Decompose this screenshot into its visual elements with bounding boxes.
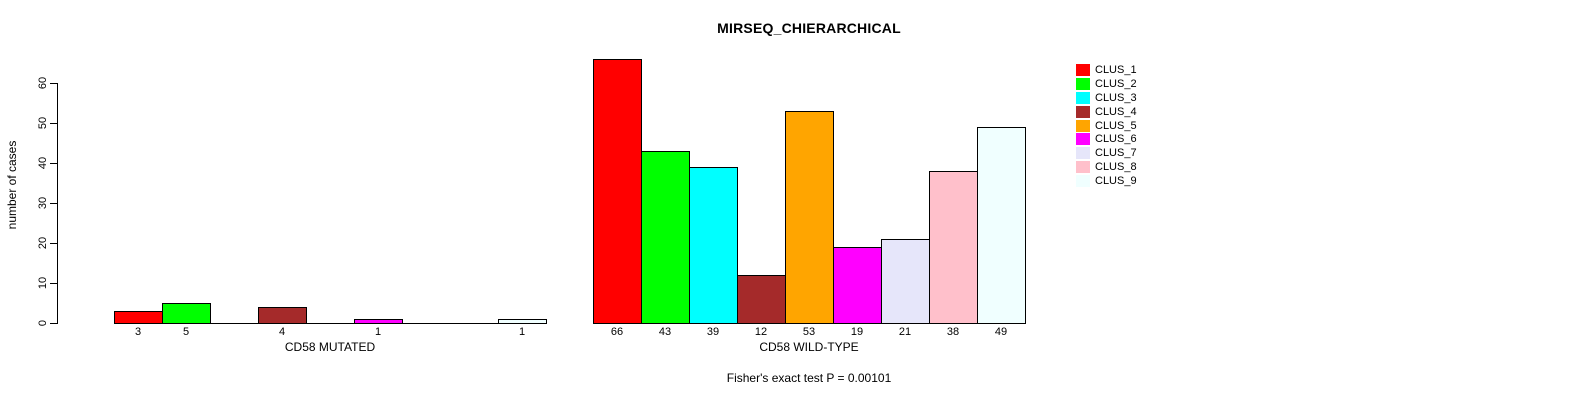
legend-item: CLUS_9 [1076,174,1137,188]
legend-item: CLUS_6 [1076,132,1137,146]
legend-item: CLUS_7 [1076,146,1137,160]
y-tick-label: 60 [37,76,49,90]
bar-value-label: 39 [706,326,720,338]
chart-title: MIRSEQ_CHIERARCHICAL [717,20,901,36]
legend-item: CLUS_8 [1076,160,1137,174]
y-tick-mark [50,163,57,164]
y-tick-mark [50,243,57,244]
legend-label: CLUS_9 [1095,175,1137,188]
y-axis-label: number of cases [5,140,19,230]
bar-clus_9 [498,319,547,324]
bar-value-label: 43 [658,326,672,338]
y-tick-mark [50,203,57,204]
bar-value-label: 19 [850,326,864,338]
bar-value-label: 4 [278,326,286,338]
legend-label: CLUS_7 [1095,147,1137,160]
legend-item: CLUS_1 [1076,63,1137,77]
fisher-test-annotation: Fisher's exact test P = 0.00101 [726,371,892,385]
bar-value-label: 49 [994,326,1008,338]
bar-clus_2 [162,303,211,324]
bar-clus_1 [593,59,642,324]
legend-label: CLUS_1 [1095,63,1137,76]
bar-value-label: 3 [134,326,142,338]
legend-swatch [1076,175,1090,188]
legend-label: CLUS_8 [1095,161,1137,174]
legend-swatch [1076,91,1090,104]
bar-value-label: 53 [802,326,816,338]
bar-clus_2 [641,151,690,324]
y-tick-mark [50,323,57,324]
legend-label: CLUS_6 [1095,133,1137,146]
legend: CLUS_1 CLUS_2 CLUS_3 CLUS_4 CLUS_5 CLUS_6 CLUS… [1076,63,1137,188]
legend-item: CLUS_2 [1076,77,1137,91]
legend-swatch [1076,119,1090,132]
bar-value-label: 1 [518,326,526,338]
bar-clus_5 [785,111,834,324]
bar-value-label: 5 [182,326,190,338]
legend-swatch [1076,161,1090,174]
group-axis-label: CD58 WILD-TYPE [759,340,859,354]
y-tick-label: 40 [37,156,49,170]
bar-clus_6 [354,319,403,324]
bar-clus_7 [881,239,930,324]
legend-swatch [1076,147,1090,160]
legend-item: CLUS_3 [1076,91,1137,105]
legend-swatch [1076,77,1090,90]
legend-label: CLUS_3 [1095,91,1137,104]
y-tick-label: 20 [37,236,49,250]
legend-label: CLUS_5 [1095,119,1137,132]
legend-swatch [1076,133,1090,146]
legend-swatch [1076,63,1090,76]
y-tick-label: 30 [37,196,49,210]
bar-clus_4 [737,275,786,324]
bar-clus_9 [977,127,1026,324]
bar-clus_3 [689,167,738,324]
x-axis-baseline [114,323,547,324]
y-tick-label: 10 [37,276,49,290]
bar-value-label: 12 [754,326,768,338]
legend-label: CLUS_4 [1095,105,1137,118]
y-tick-label: 0 [37,319,49,327]
y-tick-label: 50 [37,116,49,130]
bar-clus_8 [929,171,978,324]
bar-clus_6 [833,247,882,324]
y-axis-line [57,83,58,324]
bar-value-label: 21 [898,326,912,338]
y-tick-mark [50,283,57,284]
group-axis-label: CD58 MUTATED [284,340,376,354]
legend-item: CLUS_4 [1076,105,1137,119]
y-tick-mark [50,83,57,84]
bar-value-label: 1 [374,326,382,338]
legend-swatch [1076,105,1090,118]
legend-item: CLUS_5 [1076,119,1137,133]
bar-value-label: 66 [610,326,624,338]
bar-clus_4 [258,307,307,324]
y-tick-mark [50,123,57,124]
legend-label: CLUS_2 [1095,77,1137,90]
bar-clus_1 [114,311,163,324]
bar-value-label: 38 [946,326,960,338]
